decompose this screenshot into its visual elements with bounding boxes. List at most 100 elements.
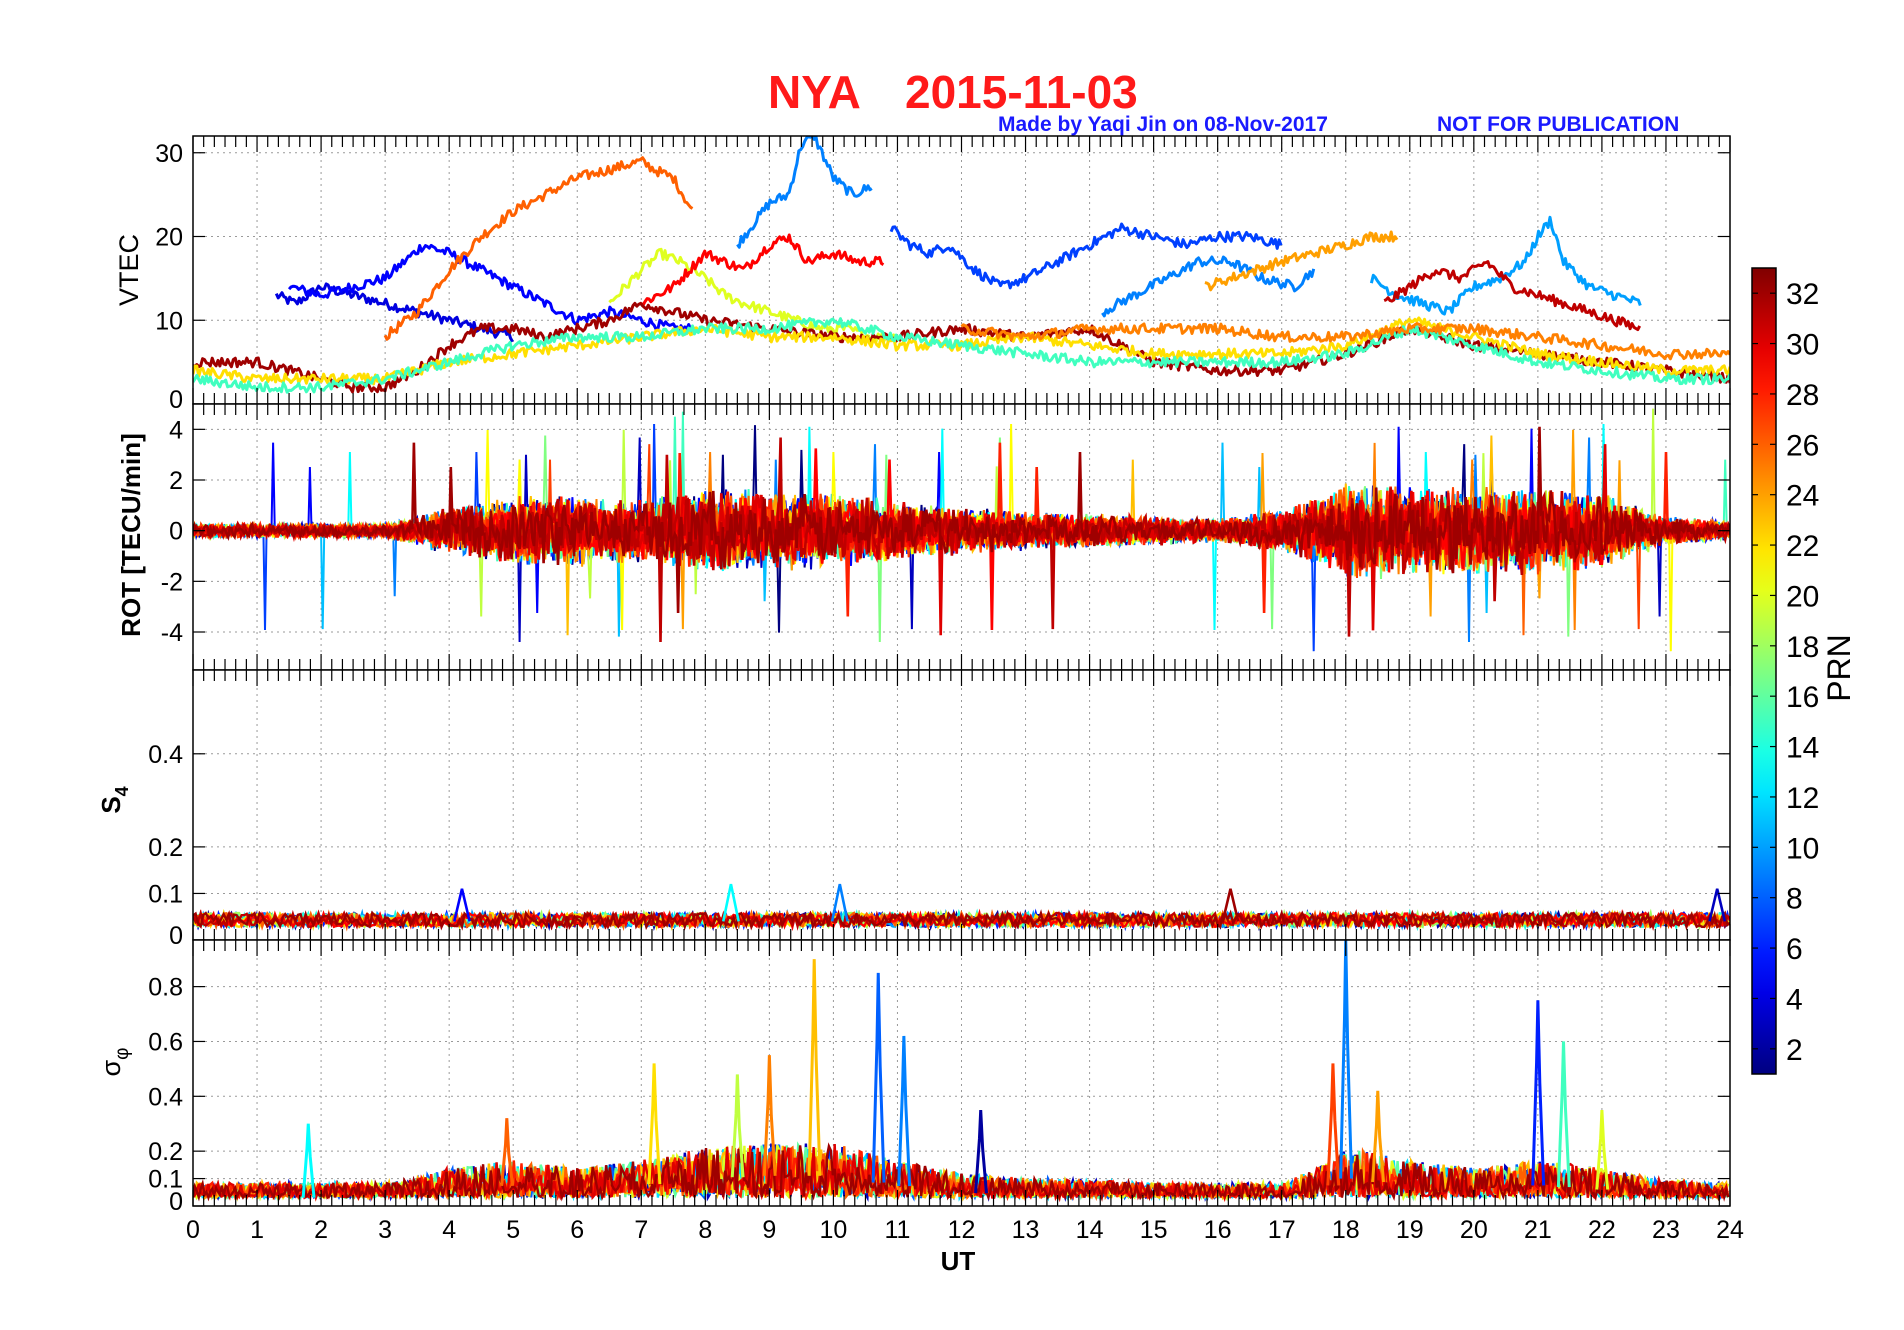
x-tick-label: 21 <box>1524 1216 1552 1244</box>
vtec-series-line <box>383 156 694 341</box>
sigma-phi-peak <box>647 1063 662 1185</box>
y-tick-label: 0 <box>169 386 183 414</box>
vtec-series-line <box>960 322 1730 361</box>
vtec-series-line <box>1369 215 1642 316</box>
x-tick-label: 8 <box>698 1216 712 1244</box>
x-tick-label: 3 <box>378 1216 392 1244</box>
y-tick-label: 0.6 <box>148 1028 183 1056</box>
y-tick-label: 0.2 <box>148 834 183 862</box>
sigma-phi-peak <box>871 972 886 1183</box>
x-tick-label: 17 <box>1268 1216 1296 1244</box>
vtec-series-line <box>1101 255 1316 318</box>
colorbar-tick-label: 22 <box>1786 530 1819 563</box>
colorbar-tick-label: 18 <box>1786 631 1819 664</box>
plot-area <box>193 883 1730 932</box>
colorbar-tick-label: 28 <box>1786 379 1819 412</box>
x-axis-label: UT <box>941 1246 976 1276</box>
y-tick-label: 0 <box>169 1188 183 1216</box>
sigma-phi-peak <box>1531 1000 1546 1186</box>
colorbar-tick-label: 30 <box>1786 329 1819 362</box>
x-tick-label: 7 <box>634 1216 648 1244</box>
x-tick-label: 24 <box>1716 1216 1744 1244</box>
colorbar-tick-label: 26 <box>1786 429 1819 462</box>
rot-panel: -4 -2 0 2 4 <box>161 403 1731 671</box>
axes-frame: -4 -2 0 2 4 <box>161 403 1731 671</box>
sigma-phi-peak <box>807 959 822 1176</box>
sigma-phi-peak <box>730 1074 745 1178</box>
svg-text:S4: S4 <box>96 786 132 813</box>
vtec-series-line <box>1204 230 1399 292</box>
sigma-phi-peak <box>897 1035 912 1187</box>
plot-area <box>193 136 1730 394</box>
y-tick-label: 0.4 <box>148 1083 183 1111</box>
vtec-series-line <box>287 243 694 334</box>
colorbar-tick-label: 14 <box>1786 732 1819 765</box>
x-tick-label: 20 <box>1460 1216 1488 1244</box>
sigma-phi-axis-label: σφ <box>96 1048 133 1077</box>
grid-lines <box>193 670 1730 940</box>
s4-peak <box>830 883 849 922</box>
colorbar-tick-label: 32 <box>1786 278 1819 311</box>
svg-text:σφ: σφ <box>96 1048 133 1077</box>
colorbar-gradient <box>1751 267 1777 1075</box>
colorbar-label: PRN <box>1821 634 1857 702</box>
x-tick-labels: 0 1 2 3 4 5 6 7 8 9 10 11 12 13 14 15 16 17 18 19 20 21 22 23 24 <box>186 1216 1744 1244</box>
x-tick-label: 11 <box>884 1216 910 1244</box>
x-tick-label: 22 <box>1588 1216 1616 1244</box>
colorbar-tick-label: 20 <box>1786 580 1819 613</box>
colorbar-tick-label: 6 <box>1786 933 1803 966</box>
rot-axis-label: ROT [TECU/min] <box>116 433 146 637</box>
sigma-phi-peak <box>500 1118 515 1187</box>
x-tick-label: 16 <box>1204 1216 1232 1244</box>
x-tick-label: 19 <box>1396 1216 1424 1244</box>
y-tick-label: 4 <box>169 416 183 444</box>
y-tick-label: 20 <box>155 224 183 252</box>
x-tick-label: 13 <box>1012 1216 1040 1244</box>
y-tick-label: 0 <box>169 922 183 950</box>
y-tick-label: 2 <box>169 467 183 495</box>
s4-panel: 0 0.1 0.2 0.4 <box>148 669 1731 950</box>
y-tick-label: 0.1 <box>148 880 183 908</box>
x-tick-label: 14 <box>1076 1216 1104 1244</box>
y-tick-label: 10 <box>155 307 183 335</box>
y-tick-label: -4 <box>161 619 183 647</box>
y-tick-label: 0 <box>169 518 183 546</box>
sigma-phi-peak <box>301 1123 316 1198</box>
vtec-series-line <box>736 136 873 249</box>
colorbar-tick-label: 10 <box>1786 832 1819 865</box>
credit-text: Made by Yaqi Jin on 08-Nov-2017 <box>998 113 1328 136</box>
x-tick-label: 18 <box>1332 1216 1360 1244</box>
y-tick-label: 0.4 <box>148 741 183 769</box>
panel-background <box>193 670 1730 940</box>
notice-text: NOT FOR PUBLICATION <box>1437 113 1679 136</box>
vtec-series-line <box>193 317 1730 394</box>
x-tick-label: 12 <box>948 1216 976 1244</box>
colorbar-tick-label: 16 <box>1786 681 1819 714</box>
s4-axis-label: S4 <box>96 786 132 813</box>
x-tick-label: 6 <box>570 1216 584 1244</box>
sigma-phi-peak <box>762 1055 777 1176</box>
vtec-series-line <box>608 247 899 344</box>
x-tick-label: 2 <box>314 1216 328 1244</box>
plot-area <box>193 408 1730 652</box>
axes-frame: 0 10 20 30 <box>155 135 1731 414</box>
axes-frame: 00.10.2 0.4 0.6 0.8 <box>148 939 1731 1216</box>
x-tick-label: 0 <box>186 1216 200 1244</box>
colorbar-tick-label: 8 <box>1786 883 1803 916</box>
colorbar-tick-label: 2 <box>1786 1034 1803 1067</box>
y-tick-label: 30 <box>155 140 183 168</box>
sigma-phi-panel: 00.10.2 0.4 0.6 0.8 <box>148 939 1731 1216</box>
sigma-phi-peak <box>1595 1109 1610 1190</box>
s4-peak <box>1708 888 1727 922</box>
rot-series-line <box>193 426 1730 614</box>
x-tick-label: 9 <box>762 1216 776 1244</box>
s4-peak <box>1221 888 1240 922</box>
sigma-phi-peak <box>974 1109 988 1194</box>
vtec-panel: 0 10 20 30 <box>155 135 1731 414</box>
sigma-phi-peak <box>1339 940 1354 1179</box>
vtec-series-line <box>640 233 885 307</box>
sigma-phi-peak <box>1326 1063 1341 1186</box>
colorbar-tick-label: 24 <box>1786 480 1819 513</box>
